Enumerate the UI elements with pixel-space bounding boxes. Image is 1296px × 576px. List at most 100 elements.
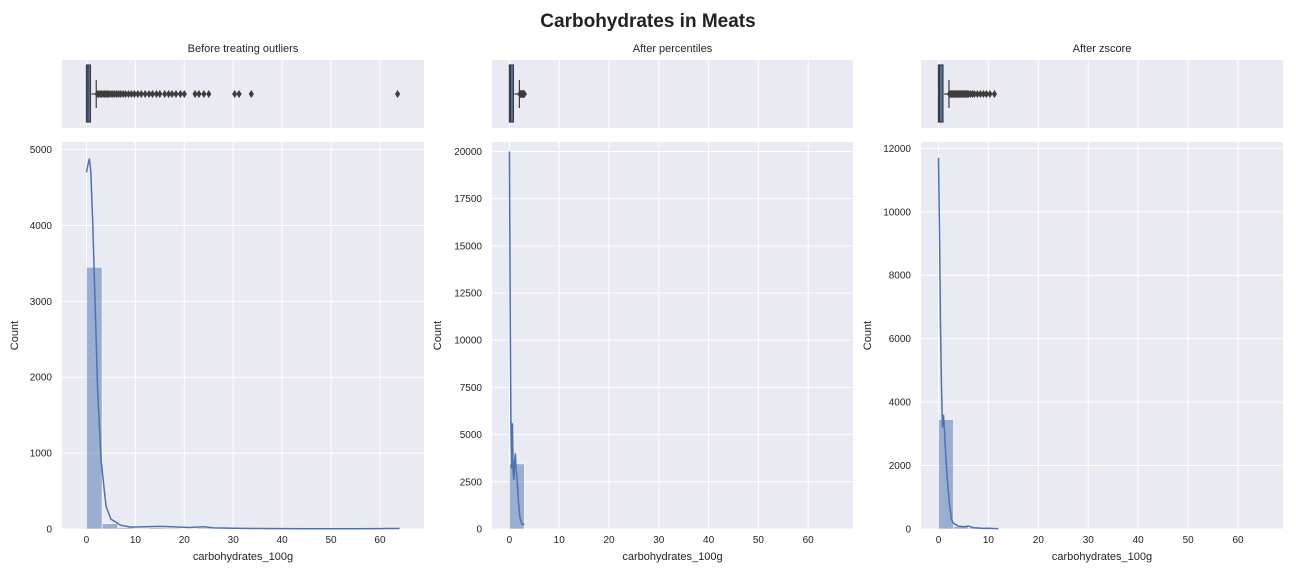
x-tick-label: 60 (1232, 535, 1244, 546)
boxplot-outlier (991, 90, 997, 98)
boxplot-outlier (192, 90, 198, 98)
figure-title: Carbohydrates in Meats (540, 11, 755, 32)
y-tick-label: 4000 (889, 398, 912, 409)
panel-2: After percentiles 0 2500 5000 7500 10000 12500… (432, 43, 853, 563)
histogram-bar (195, 527, 212, 530)
boxplot-outlier (394, 90, 401, 98)
boxplot-outlier (125, 90, 132, 98)
panel-title: After percentiles (633, 43, 713, 55)
x-tick-label: 50 (325, 535, 337, 546)
x-tick-label: 50 (753, 535, 765, 546)
boxplot-outlier (196, 90, 202, 98)
boxplot-outlier (166, 90, 172, 98)
boxplot-outlier (206, 90, 212, 98)
boxplot-box (937, 64, 944, 123)
boxplot-outlier (169, 90, 175, 98)
x-tick-label: 20 (603, 535, 615, 546)
y-tick-label: 0 (46, 525, 52, 536)
y-tick-label: 2000 (889, 461, 912, 472)
x-tick-label: 60 (374, 535, 386, 546)
y-tick-label: 0 (905, 525, 911, 536)
x-tick-label: 30 (228, 535, 240, 546)
boxplot-outlier (181, 90, 187, 98)
panel-3: After zscore 0 2000 4000 6000 8000 10000 12000 0… (862, 43, 1283, 563)
boxplot-outlier (201, 90, 207, 98)
y-axis-label: Count (432, 321, 444, 350)
histogram-bar (86, 266, 103, 530)
x-tick-label: 10 (130, 535, 142, 546)
histogram-bar (101, 523, 119, 530)
x-tick-label: 40 (703, 535, 715, 546)
x-axis-label: carbohydrates_100g (193, 551, 293, 563)
y-tick-label: 12000 (883, 144, 911, 155)
boxplot-outlier (173, 90, 179, 98)
boxplot-outlier (157, 90, 163, 98)
y-axis-label: Count (862, 321, 874, 350)
x-tick-label: 20 (1033, 535, 1045, 546)
x-tick-label: 60 (803, 535, 815, 546)
y-tick-label: 6000 (889, 334, 912, 345)
y-axis-label: Count (9, 321, 21, 350)
histogram-axes (921, 142, 1283, 529)
boxplot-outlier (521, 90, 527, 98)
histogram-bar (509, 463, 525, 530)
histogram-bar (164, 527, 181, 530)
boxplot-outlier (153, 90, 160, 98)
boxplot-box (508, 64, 515, 123)
boxplot-outlier (971, 90, 978, 98)
boxplot-outlier (131, 90, 137, 98)
x-tick-label: 10 (554, 535, 566, 546)
boxplot-outlier (162, 90, 168, 98)
boxplot-axes (492, 60, 853, 128)
boxplot-outlier (146, 90, 152, 98)
boxplot-outlier (980, 90, 987, 98)
boxplot-outlier (122, 90, 129, 98)
x-tick-label: 30 (1083, 535, 1095, 546)
y-tick-label: 5000 (30, 145, 53, 156)
x-axis-label: carbohydrates_100g (622, 551, 722, 563)
kde-line (85, 158, 400, 530)
y-tick-label: 15000 (454, 241, 482, 252)
x-tick-label: 0 (507, 535, 513, 546)
histogram-bar (180, 527, 197, 530)
panel-title: After zscore (1073, 43, 1132, 55)
y-tick-label: 2500 (460, 477, 483, 488)
boxplot-outlier (128, 90, 135, 98)
kde-line (508, 151, 525, 526)
y-tick-label: 2000 (30, 373, 53, 384)
boxplot-outlier (977, 90, 984, 98)
x-tick-label: 30 (653, 535, 665, 546)
x-tick-label: 0 (84, 535, 90, 546)
panel-1: Before treating outliers0100020003000400… (9, 43, 424, 563)
histogram-axes (62, 142, 424, 529)
x-tick-label: 10 (983, 535, 995, 546)
boxplot-outlier (138, 90, 144, 98)
boxplot-outlier (149, 90, 156, 98)
y-tick-label: 8000 (889, 271, 912, 282)
y-tick-label: 10000 (454, 336, 482, 347)
x-axis-label: carbohydrates_100g (1052, 551, 1152, 563)
kde-line (937, 157, 999, 530)
boxplot-outlier (142, 90, 148, 98)
y-tick-label: 10000 (883, 207, 911, 218)
y-tick-label: 0 (476, 525, 482, 536)
y-tick-label: 5000 (460, 430, 483, 441)
boxplot-outlier (135, 90, 141, 98)
histogram-bar (211, 528, 228, 530)
y-tick-label: 1000 (30, 449, 53, 460)
y-tick-label: 3000 (30, 297, 53, 308)
boxplot-outlier (232, 90, 238, 98)
x-tick-label: 20 (179, 535, 191, 546)
boxplot-outlier (987, 90, 993, 98)
x-tick-label: 40 (277, 535, 289, 546)
boxplot-outlier (248, 90, 254, 98)
histogram-bar (148, 527, 166, 530)
y-tick-label: 4000 (30, 221, 53, 232)
x-tick-label: 40 (1133, 535, 1145, 546)
histogram-bar (133, 527, 150, 530)
y-tick-label: 20000 (454, 147, 482, 158)
panel-title: Before treating outliers (188, 43, 299, 55)
boxplot-outlier (177, 90, 183, 98)
